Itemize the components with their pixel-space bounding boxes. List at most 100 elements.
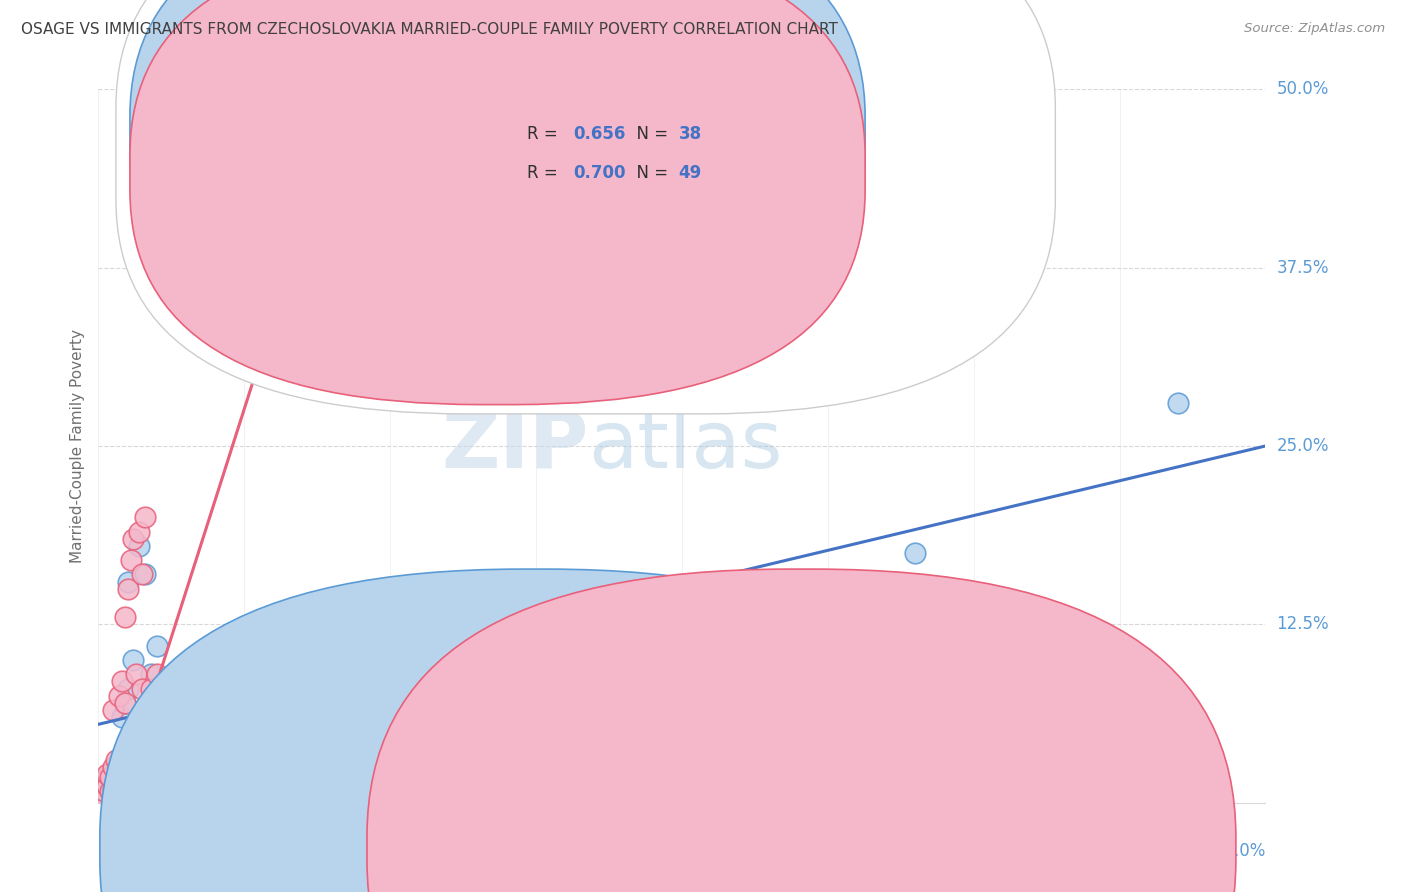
Point: [90, 789, 112, 803]
Point: [104, 774, 127, 789]
Point: [111, 710, 134, 724]
Point: [93, 784, 115, 798]
Point: [128, 539, 150, 553]
Point: [169, 724, 191, 739]
Text: Osage: Osage: [555, 845, 606, 859]
Point: [96, 779, 118, 793]
Point: [233, 325, 256, 339]
Point: [122, 532, 145, 546]
Point: [90, 781, 112, 796]
Point: [101, 760, 124, 774]
Point: [467, 689, 489, 703]
Point: [117, 574, 139, 589]
Text: OSAGE VS IMMIGRANTS FROM CZECHOSLOVAKIA MARRIED-COUPLE FAMILY POVERTY CORRELATIO: OSAGE VS IMMIGRANTS FROM CZECHOSLOVAKIA …: [21, 22, 838, 37]
Point: [104, 774, 127, 789]
Text: 0.700: 0.700: [574, 164, 626, 182]
FancyBboxPatch shape: [129, 0, 865, 366]
Point: [108, 689, 131, 703]
Point: [134, 567, 156, 582]
Point: [87, 796, 110, 810]
Point: [98, 789, 121, 803]
Text: N =: N =: [626, 125, 673, 143]
Point: [152, 710, 174, 724]
Point: [98, 784, 121, 798]
Text: Immigrants from Czechoslovakia: Immigrants from Czechoslovakia: [823, 845, 1085, 859]
Y-axis label: Married-Couple Family Poverty: Married-Couple Family Poverty: [69, 329, 84, 563]
Point: [120, 553, 142, 567]
Text: 50.0%: 50.0%: [1277, 80, 1329, 98]
Point: [114, 696, 136, 710]
Point: [146, 753, 169, 767]
Point: [114, 696, 136, 710]
Text: 49: 49: [679, 164, 702, 182]
Point: [190, 753, 212, 767]
Text: ZIP: ZIP: [441, 407, 589, 485]
Point: [134, 510, 156, 524]
Text: 37.5%: 37.5%: [1277, 259, 1329, 277]
Text: 25.0%: 25.0%: [1277, 437, 1329, 455]
Point: [90, 781, 112, 796]
Text: R =: R =: [527, 125, 562, 143]
Point: [108, 753, 131, 767]
Point: [160, 689, 183, 703]
Point: [146, 667, 169, 681]
Point: [291, 717, 314, 731]
Text: Source: ZipAtlas.com: Source: ZipAtlas.com: [1244, 22, 1385, 36]
Point: [146, 639, 169, 653]
Text: 40.0%: 40.0%: [1213, 842, 1265, 860]
Point: [108, 779, 131, 793]
Text: 0.656: 0.656: [574, 125, 626, 143]
Point: [101, 784, 124, 798]
Point: [350, 696, 373, 710]
Point: [108, 781, 131, 796]
Text: 0.0%: 0.0%: [98, 842, 141, 860]
Point: [131, 567, 153, 582]
Point: [904, 546, 927, 560]
Point: [111, 767, 134, 781]
Point: [204, 703, 226, 717]
Point: [139, 681, 162, 696]
Point: [117, 739, 139, 753]
Point: [131, 681, 153, 696]
Point: [93, 784, 115, 798]
Text: 12.5%: 12.5%: [1277, 615, 1329, 633]
Point: [96, 770, 118, 784]
Point: [364, 746, 387, 760]
Point: [114, 774, 136, 789]
Point: [174, 739, 197, 753]
Point: [190, 696, 212, 710]
Point: [117, 681, 139, 696]
Point: [101, 767, 124, 781]
Point: [93, 774, 115, 789]
Point: [117, 582, 139, 596]
Text: N =: N =: [626, 164, 673, 182]
Point: [101, 781, 124, 796]
Point: [87, 796, 110, 810]
Point: [262, 767, 284, 781]
Point: [90, 789, 112, 803]
Point: [101, 703, 124, 717]
Point: [321, 731, 343, 746]
Point: [408, 767, 430, 781]
Point: [350, 753, 373, 767]
Point: [96, 781, 118, 796]
Point: [277, 724, 299, 739]
Point: [262, 717, 284, 731]
Point: [114, 610, 136, 624]
Point: [96, 767, 118, 781]
Point: [98, 779, 121, 793]
FancyBboxPatch shape: [129, 0, 865, 405]
Text: R =: R =: [527, 164, 562, 182]
Point: [125, 667, 148, 681]
Point: [98, 770, 121, 784]
Point: [174, 674, 197, 689]
Point: [104, 760, 127, 774]
Point: [307, 760, 329, 774]
Point: [139, 667, 162, 681]
Point: [1167, 396, 1189, 410]
Point: [93, 774, 115, 789]
Point: [204, 325, 226, 339]
Point: [380, 760, 402, 774]
Point: [122, 653, 145, 667]
Point: [671, 596, 693, 610]
